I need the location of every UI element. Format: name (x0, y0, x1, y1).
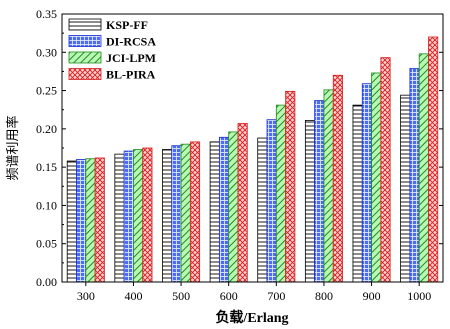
bar-bl-pira-800 (332, 74, 343, 283)
x-tick-label: 300 (77, 289, 95, 303)
bar-jci-lpm-1000 (418, 53, 429, 283)
bar-di-rcsa-500 (171, 145, 182, 283)
bar-bl-pira-700 (285, 90, 296, 283)
x-tick-label: 800 (315, 289, 333, 303)
y-tick-label: 0.00 (36, 275, 57, 289)
x-tick-label: 600 (220, 289, 238, 303)
bar-ksp-ff-500 (162, 149, 173, 283)
x-axis: 300 400 500 600 700 800 900 1000 (77, 282, 431, 303)
x-tick-label: 1000 (407, 289, 431, 303)
bar-ksp-ff-400 (114, 153, 125, 283)
legend-label-ksp-ff: KSP-FF (106, 18, 148, 32)
x-tick-label: 700 (267, 289, 285, 303)
bar-ksp-ff-1000 (400, 94, 411, 283)
bar-jci-lpm-800 (323, 89, 334, 283)
legend-swatch-ksp-ff (68, 18, 102, 31)
bar-di-rcsa-600 (218, 136, 230, 283)
legend-label-di-rcsa: DI-RCSA (106, 35, 156, 49)
bar-bl-pira-600 (237, 123, 248, 283)
bar-bl-pira-300 (94, 157, 105, 283)
bar-jci-lpm-500 (180, 143, 191, 283)
bar-ksp-ff-900 (352, 104, 363, 283)
x-axis-label: 负载/Erlang (215, 309, 288, 326)
bar-jci-lpm-900 (371, 72, 382, 283)
legend-label-bl-pira: BL-PIRA (106, 68, 156, 82)
bar-di-rcsa-700 (266, 119, 277, 283)
y-tick-label: 0.25 (36, 84, 57, 98)
bar-bl-pira-900 (380, 57, 391, 283)
legend-swatch-di-rcsa (68, 35, 102, 47)
x-tick-label: 400 (124, 289, 142, 303)
y-tick-label: 0.05 (36, 237, 57, 251)
bar-ksp-ff-600 (209, 141, 220, 283)
bar-di-rcsa-300 (76, 159, 87, 283)
bar-ksp-ff-800 (304, 120, 316, 283)
y-tick-label: 0.15 (36, 160, 57, 174)
bar-ksp-ff-300 (66, 160, 77, 283)
y-axis-label: 频谱利用率 (5, 115, 20, 180)
y-tick-label: 0.30 (36, 45, 57, 59)
legend-label-jci-lpm: JCI-LPM (106, 51, 156, 65)
bar-di-rcsa-900 (361, 83, 372, 283)
x-tick-label: 900 (363, 289, 381, 303)
bar-bl-pira-500 (189, 141, 201, 283)
bar-bl-pira-1000 (428, 36, 439, 283)
bar-jci-lpm-400 (133, 149, 144, 283)
legend: KSP-FF DI-RCSA JCI-LPM BL-PIRA (68, 18, 156, 82)
bar-jci-lpm-700 (275, 104, 287, 283)
bars-layer (66, 36, 439, 283)
y-tick-label: 0.35 (36, 7, 57, 21)
bar-jci-lpm-300 (85, 158, 96, 283)
bar-jci-lpm-600 (228, 131, 239, 283)
bar-di-rcsa-1000 (409, 67, 420, 283)
y-axis: 0.00 0.05 0.10 0.15 0.20 0.25 0.30 0.35 (36, 7, 443, 289)
bar-ksp-ff-700 (257, 137, 268, 283)
bar-di-rcsa-400 (123, 150, 134, 283)
x-tick-label: 500 (172, 289, 190, 303)
y-tick-label: 0.10 (36, 198, 57, 212)
bar-bl-pira-400 (142, 147, 153, 283)
legend-swatch-jci-lpm (68, 51, 102, 64)
legend-swatch-bl-pira (68, 68, 102, 80)
bar-di-rcsa-800 (314, 100, 325, 283)
y-tick-label: 0.20 (36, 122, 57, 136)
